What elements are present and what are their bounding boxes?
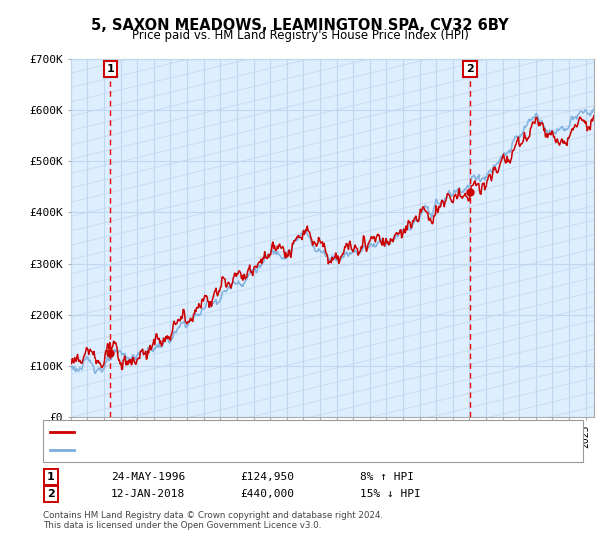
Text: HPI: Average price, detached house, Warwick: HPI: Average price, detached house, Warw… (78, 445, 314, 455)
Text: 2: 2 (466, 64, 474, 74)
Text: 5, SAXON MEADOWS, LEAMINGTON SPA, CV32 6BY (detached house): 5, SAXON MEADOWS, LEAMINGTON SPA, CV32 6… (78, 427, 437, 437)
Text: 12-JAN-2018: 12-JAN-2018 (111, 489, 185, 499)
Text: Contains HM Land Registry data © Crown copyright and database right 2024.
This d: Contains HM Land Registry data © Crown c… (43, 511, 383, 530)
Text: £124,950: £124,950 (240, 472, 294, 482)
Text: 1: 1 (47, 472, 55, 482)
Text: 1: 1 (107, 64, 115, 74)
Text: 2: 2 (47, 489, 55, 499)
Text: Price paid vs. HM Land Registry's House Price Index (HPI): Price paid vs. HM Land Registry's House … (131, 29, 469, 42)
Text: 24-MAY-1996: 24-MAY-1996 (111, 472, 185, 482)
Text: 5, SAXON MEADOWS, LEAMINGTON SPA, CV32 6BY: 5, SAXON MEADOWS, LEAMINGTON SPA, CV32 6… (91, 18, 509, 33)
Text: £440,000: £440,000 (240, 489, 294, 499)
Text: 8% ↑ HPI: 8% ↑ HPI (360, 472, 414, 482)
Text: 15% ↓ HPI: 15% ↓ HPI (360, 489, 421, 499)
